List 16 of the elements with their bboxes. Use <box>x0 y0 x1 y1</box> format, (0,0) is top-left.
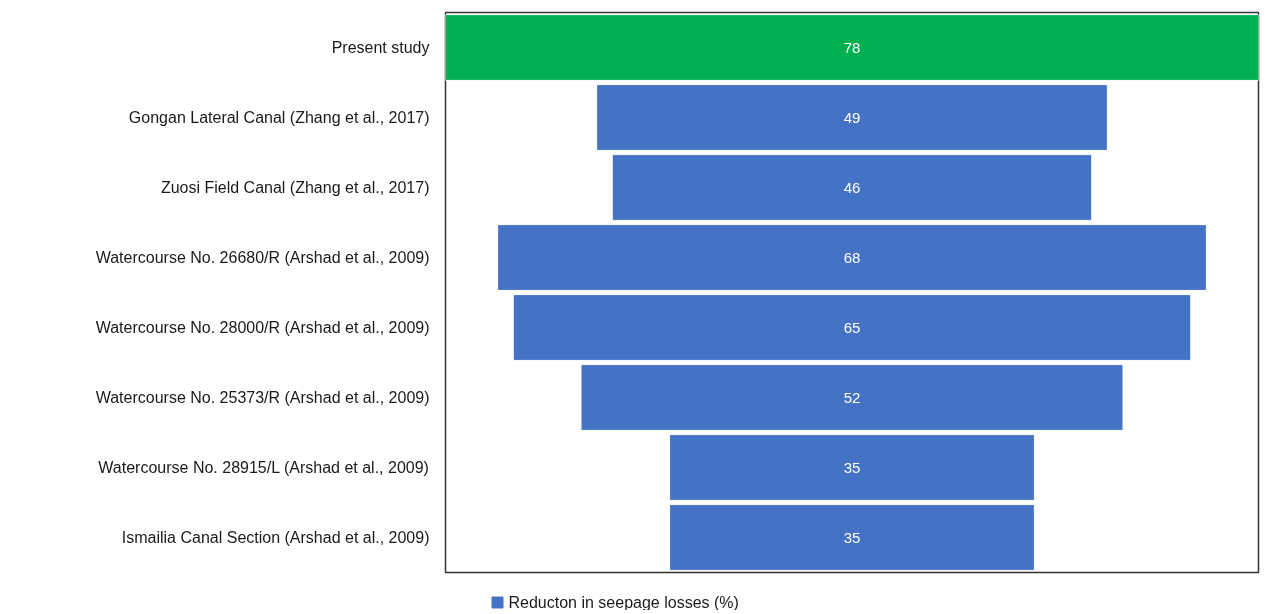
data-label: 68 <box>843 248 861 266</box>
data-label: 52 <box>843 388 861 406</box>
data-label: 49 <box>843 108 861 126</box>
data-label: 78 <box>843 38 861 56</box>
data-label: 65 <box>843 318 861 336</box>
category-label: Zuosi Field Canal (Zhang et al., 2017) <box>160 179 430 196</box>
data-label: 46 <box>843 178 861 196</box>
data-label: 35 <box>843 528 861 546</box>
category-label: Watercourse No. 28000/R (Arshad et al., 2009) <box>95 319 430 336</box>
category-label: Watercourse No. 26680/R (Arshad et al., 2009) <box>95 249 430 266</box>
data-label: 35 <box>843 458 861 476</box>
category-label: Present study <box>331 39 430 56</box>
category-label: Watercourse No. 25373/R (Arshad et al., 2009) <box>95 389 430 406</box>
category-label: Gongan Lateral Canal (Zhang et al., 2017) <box>128 109 430 126</box>
category-label: Watercourse No. 28915/L (Arshad et al., 2009) <box>98 459 429 476</box>
category-label: Ismailia Canal Section (Arshad et al., 2009) <box>121 529 430 546</box>
